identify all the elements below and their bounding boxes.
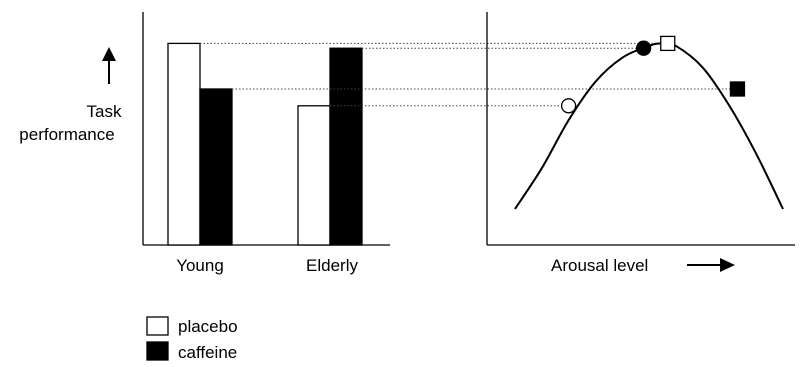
legend-swatch-caffeine bbox=[146, 341, 169, 361]
bar-young-caffeine bbox=[199, 88, 233, 246]
legend-swatch-placebo bbox=[146, 316, 169, 336]
marker-young-placebo bbox=[660, 35, 676, 52]
legend: placebo caffeine bbox=[146, 316, 238, 362]
marker-elderly-placebo bbox=[560, 98, 577, 114]
x-label-young: Young bbox=[176, 256, 224, 275]
y-label-line2: performance bbox=[19, 125, 114, 144]
marker-young-caffeine bbox=[729, 81, 746, 97]
bar-young-placebo bbox=[167, 42, 201, 246]
marker-elderly-caffeine bbox=[635, 40, 652, 56]
bar-elderly-placebo bbox=[297, 105, 331, 246]
y-axis-label: Task performance bbox=[19, 47, 122, 144]
legend-label-caffeine: caffeine bbox=[178, 343, 237, 362]
y-label-line1: Task bbox=[87, 102, 122, 121]
up-arrow-icon bbox=[102, 47, 116, 61]
arousal-curve bbox=[514, 42, 784, 210]
curve-panel: Arousal level bbox=[486, 12, 795, 275]
legend-label-placebo: placebo bbox=[178, 317, 238, 336]
right-arrow-icon bbox=[720, 258, 735, 272]
bar-panel: Young Elderly bbox=[142, 12, 390, 275]
bar-elderly-caffeine bbox=[329, 47, 363, 246]
bar-series bbox=[167, 42, 363, 246]
x-label-elderly: Elderly bbox=[306, 256, 358, 275]
curve-markers bbox=[560, 35, 746, 114]
dotted-connectors bbox=[200, 42, 738, 107]
x-label-arousal: Arousal level bbox=[551, 256, 648, 275]
